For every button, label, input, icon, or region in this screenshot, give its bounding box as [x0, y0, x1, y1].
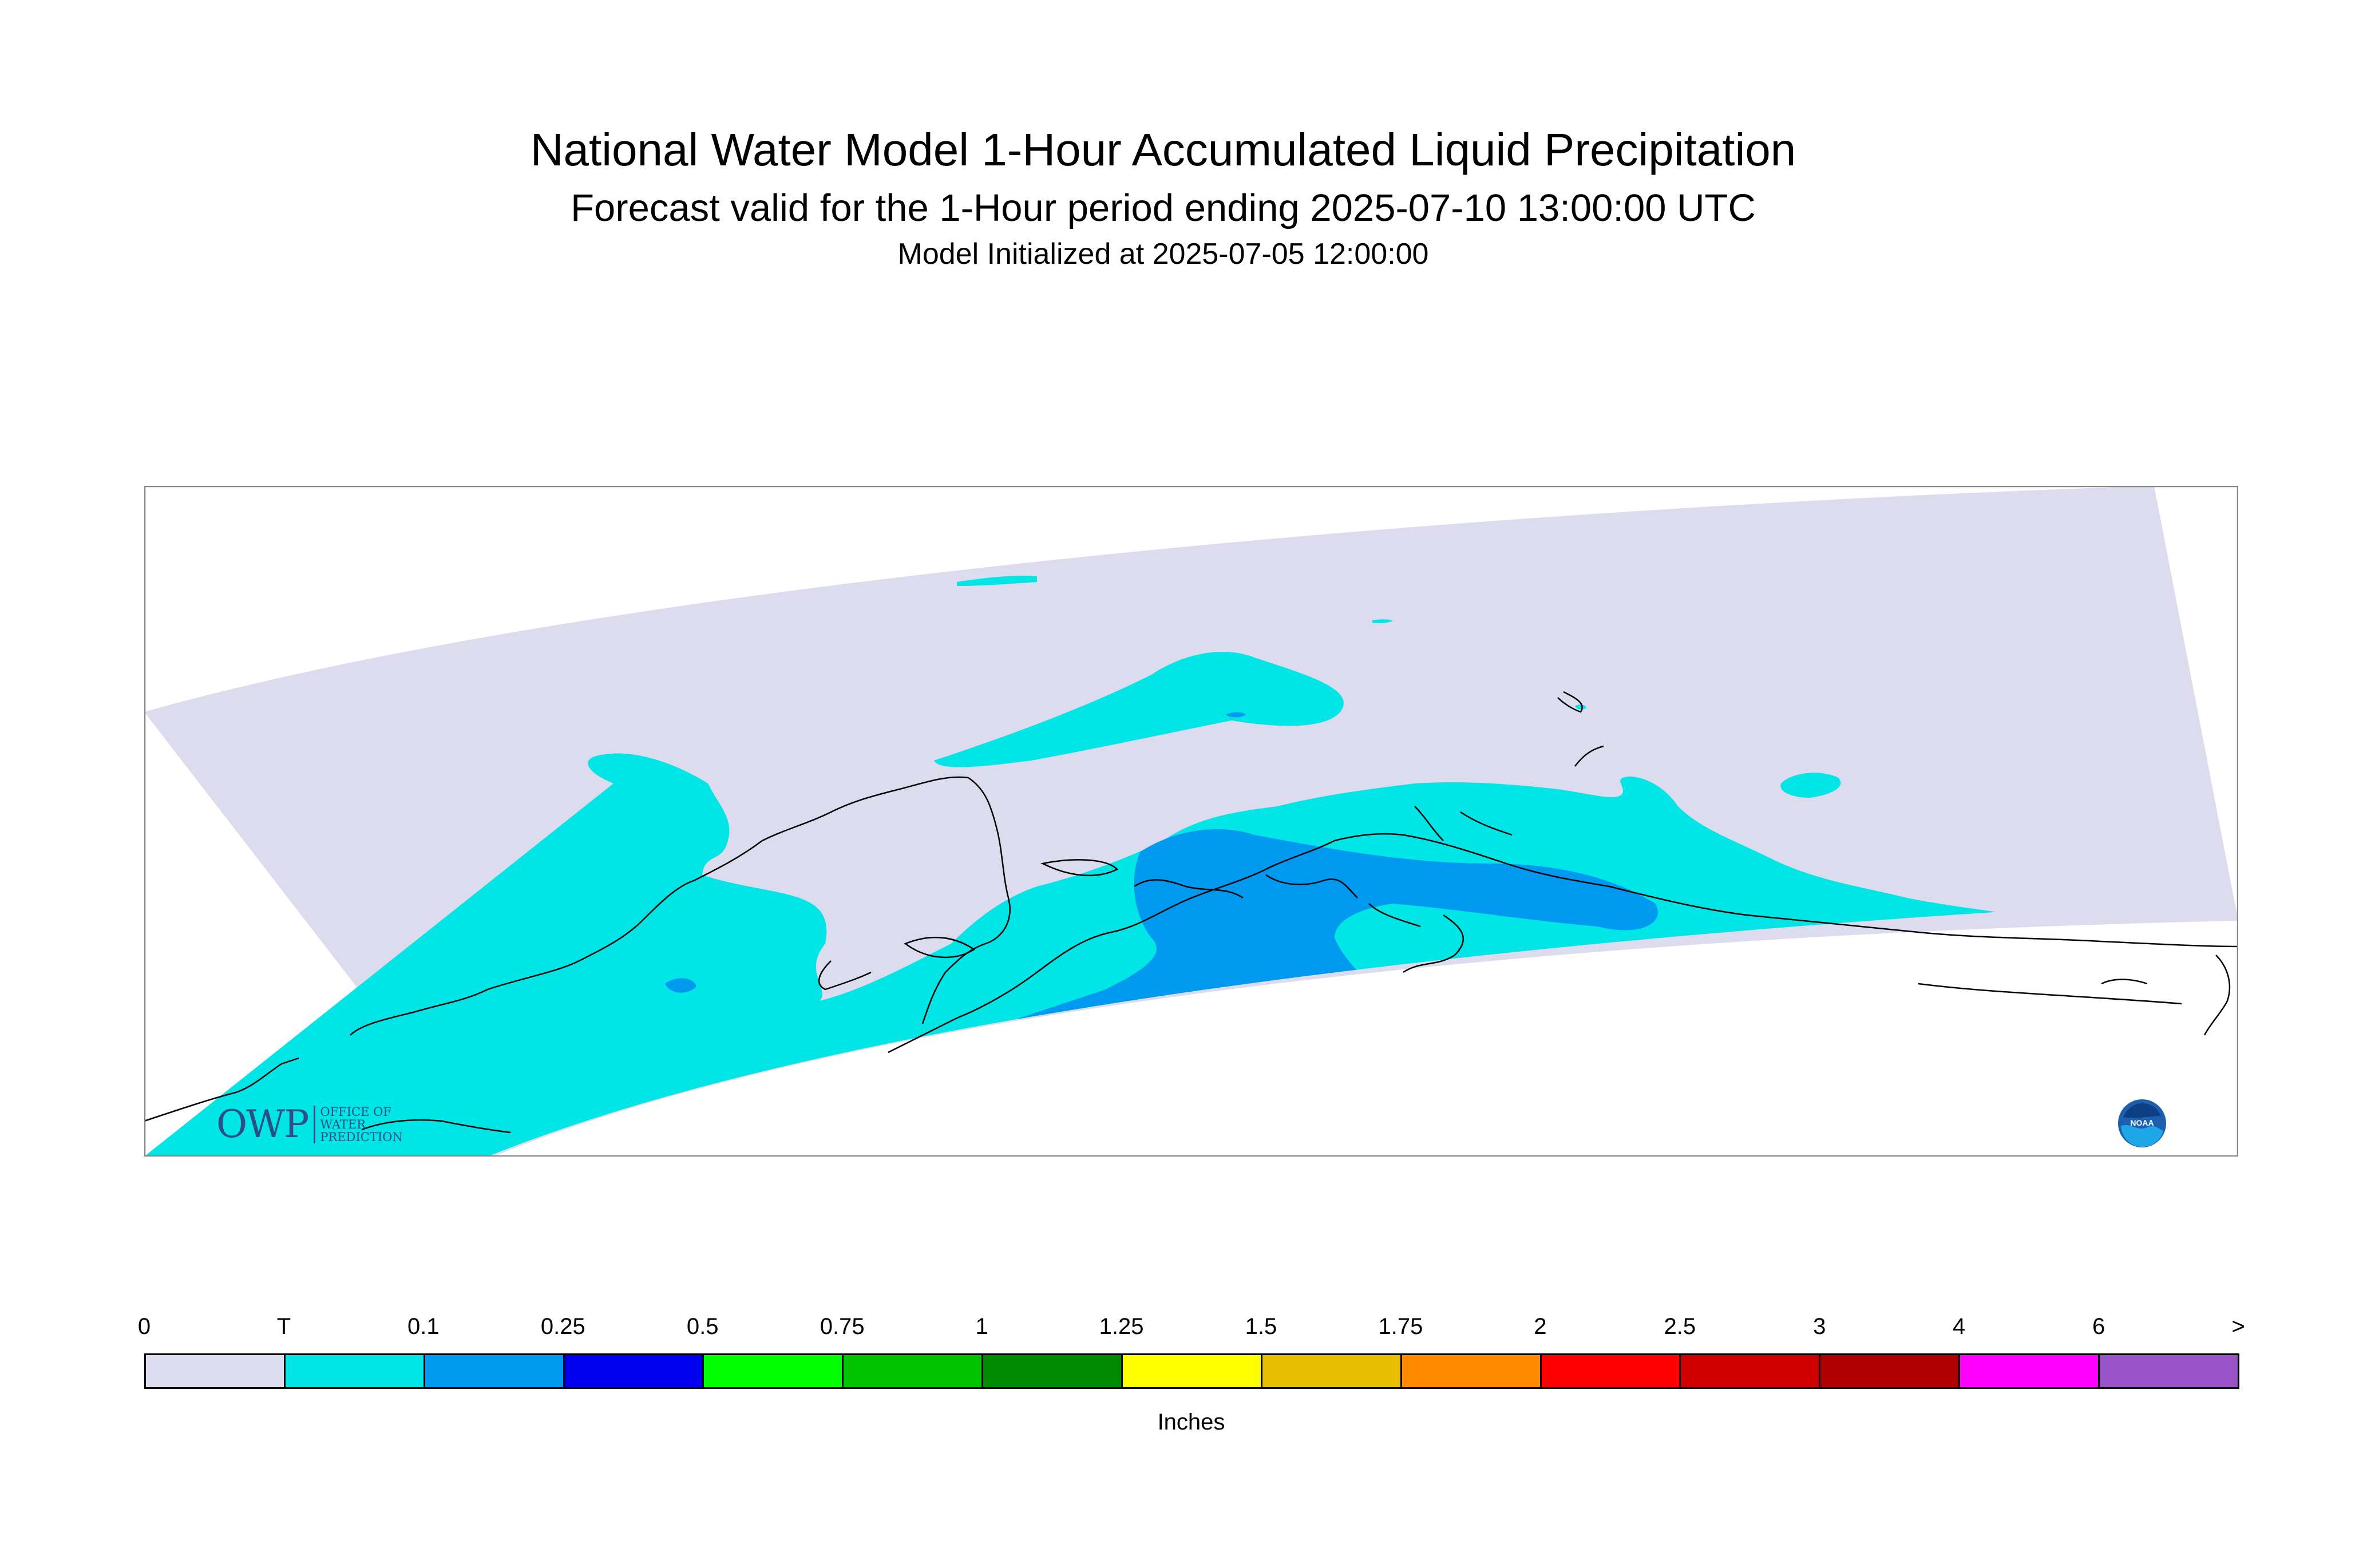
legend-swatch: [1820, 1355, 1961, 1387]
precipitation-map: [144, 486, 2238, 1157]
legend-swatch: [844, 1355, 984, 1387]
legend-tick-label: 4: [1953, 1314, 1966, 1339]
coastline: [361, 1119, 511, 1134]
coastline: [1368, 903, 1421, 928]
legend-tick-label: 1.5: [1245, 1314, 1277, 1339]
coastline: [2203, 955, 2231, 1036]
legend-swatch: [2100, 1355, 2238, 1387]
coastline: [904, 936, 976, 959]
owp-logo-letters: OWP: [216, 1102, 309, 1147]
legend-tick-label: 0.5: [686, 1314, 719, 1339]
coastline: [144, 1057, 299, 1122]
legend-tick-label: 0: [137, 1314, 151, 1339]
map-title: National Water Model 1-Hour Accumulated …: [530, 124, 1796, 175]
precip-trace-area: [1575, 704, 1586, 710]
legend-swatch: [285, 1355, 425, 1387]
legend-swatch: [1262, 1355, 1402, 1387]
legend-labels: 0 T 0.1 0.25 0.5 0.75 1 1.25 1.5 1.75 2 2.5 3 4 6 >: [138, 1310, 2245, 1345]
owp-logo-line: WATER: [320, 1118, 366, 1132]
map-frame: [144, 486, 2238, 1157]
coastline: [818, 960, 872, 991]
legend-swatch: [704, 1355, 844, 1387]
legend-swatch: [1960, 1355, 2100, 1387]
coastline: [1134, 879, 1244, 899]
legend-swatch: [1681, 1355, 1821, 1387]
coastline: [1574, 745, 1604, 767]
legend-tick-label: 1.25: [1099, 1314, 1144, 1339]
legend-tick-label: 3: [1813, 1314, 1826, 1339]
forecast-valid-line: Forecast valid for the 1-Hour period end…: [571, 187, 1756, 229]
coastline: [1414, 806, 1444, 841]
legend-swatch: [564, 1355, 704, 1387]
legend-colorbar: [144, 1353, 2239, 1389]
coastline: [1918, 983, 2182, 1005]
legend-tick-label: 1.75: [1378, 1314, 1423, 1339]
model-init-line: Model Initialized at 2025-07-05 12:00:00: [897, 237, 1429, 271]
legend-tick-label: 2.5: [1664, 1314, 1696, 1339]
owp-logo-subtitle: OFFICE OF WATER PREDICTION: [314, 1105, 403, 1145]
coastline: [350, 776, 969, 1036]
precip-trace-area: [957, 576, 1037, 586]
coastline: [2101, 979, 2148, 985]
legend-swatch: [1402, 1355, 1542, 1387]
legend-tick-label: 6: [2092, 1314, 2105, 1339]
legend-swatch: [146, 1355, 286, 1387]
coastline: [1403, 914, 1464, 973]
legend-tick-label: T: [276, 1314, 291, 1339]
legend-units: Inches: [1157, 1409, 1225, 1435]
precip-light-area: [1226, 712, 1246, 718]
precip-legend: 0 T 0.1 0.25 0.5 0.75 1 1.25 1.5 1.75 2 2.5 3 4 6 > Inc…: [138, 1310, 2245, 1442]
coastline: [1040, 859, 1119, 877]
legend-tick-label: 0.75: [820, 1314, 865, 1339]
legend-tick-label: >: [2231, 1314, 2245, 1339]
owp-logo: OWP OFFICE OF WATER PREDICTION: [216, 1102, 403, 1147]
owp-logo-line: PREDICTION: [320, 1130, 403, 1145]
legend-tick-label: 0.25: [540, 1314, 585, 1339]
legend-swatch: [1541, 1355, 1681, 1387]
legend-swatch: [425, 1355, 565, 1387]
noaa-logo-text: NOAA: [2130, 1118, 2154, 1127]
precip-trace-area: [1780, 773, 1841, 798]
legend-tick-label: 0.1: [407, 1314, 440, 1339]
legend-swatch: [983, 1355, 1123, 1387]
coastlines: [144, 691, 2238, 1134]
legend-swatch: [1123, 1355, 1262, 1387]
owp-logo-line: OFFICE OF: [320, 1105, 391, 1119]
noaa-logo: NOAA: [2118, 1099, 2166, 1147]
coastline: [1460, 811, 1513, 836]
legend-tick-label: 1: [975, 1314, 988, 1339]
precip-trace-area: [1372, 619, 1393, 623]
precip-trace-area: [488, 1006, 551, 1021]
coastline: [1557, 691, 1583, 713]
coastline: [921, 777, 1011, 1024]
precip-light-area: [665, 978, 696, 993]
coastline: [888, 833, 2238, 1054]
precip-trace-area: [934, 652, 1344, 767]
legend-tick-label: 2: [1534, 1314, 1547, 1339]
coastline: [1265, 874, 1358, 898]
